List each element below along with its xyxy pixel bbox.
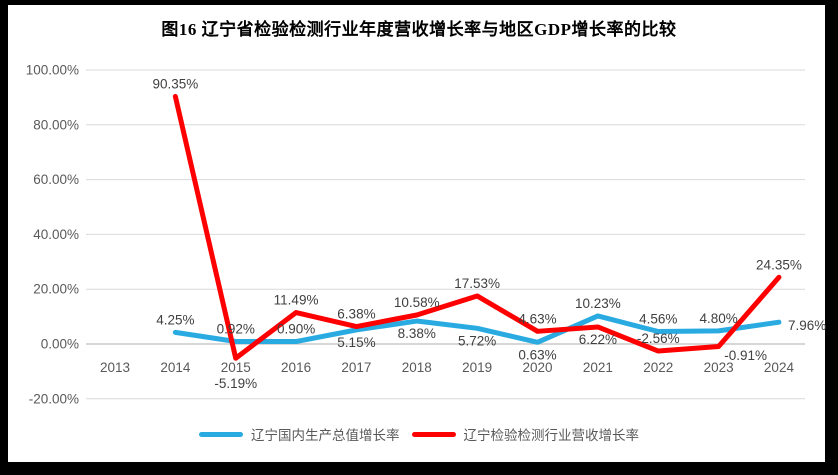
data-label: 90.35% bbox=[152, 76, 198, 91]
data-label: 8.38% bbox=[398, 326, 436, 341]
data-label: 4.56% bbox=[639, 312, 677, 327]
red-line-sample-icon bbox=[411, 431, 456, 437]
data-label: 10.58% bbox=[394, 295, 440, 310]
x-tick-label: 2020 bbox=[522, 360, 552, 375]
x-tick-label: 2023 bbox=[704, 360, 734, 375]
series-line-0 bbox=[172, 313, 782, 345]
legend-label-testing-revenue-growth: 辽宁检验检测行业营收增长率 bbox=[463, 428, 640, 443]
legend-label-gdp-growth: 辽宁国内生产总值增长率 bbox=[251, 428, 400, 443]
x-tick-label: 2015 bbox=[221, 360, 251, 375]
data-label: 24.35% bbox=[756, 257, 802, 272]
data-label: 4.25% bbox=[156, 312, 194, 327]
x-tick-label: 2022 bbox=[643, 360, 673, 375]
chart-canvas bbox=[8, 5, 825, 462]
data-label: 5.72% bbox=[458, 333, 496, 348]
data-label: 7.96% bbox=[788, 318, 826, 333]
data-label: 4.80% bbox=[699, 311, 737, 326]
y-tick-label: 80.00% bbox=[33, 117, 79, 132]
data-label: 0.90% bbox=[277, 322, 315, 337]
data-label: 5.15% bbox=[337, 335, 375, 350]
y-tick-label: 20.00% bbox=[33, 282, 79, 297]
x-tick-label: 2021 bbox=[583, 360, 613, 375]
data-label: 6.22% bbox=[579, 332, 617, 347]
data-label: -5.19% bbox=[214, 376, 257, 391]
blue-line-sample-icon bbox=[199, 431, 243, 437]
data-label: 11.49% bbox=[274, 293, 319, 308]
data-label: 0.63% bbox=[518, 347, 556, 362]
y-tick-label: 0.00% bbox=[41, 337, 79, 352]
x-tick-label: 2013 bbox=[100, 360, 130, 375]
y-tick-label: 60.00% bbox=[33, 172, 79, 187]
data-label: 10.23% bbox=[575, 296, 621, 311]
data-label: 6.38% bbox=[337, 307, 375, 322]
series-line-1 bbox=[172, 93, 782, 361]
y-tick-label: 100.00% bbox=[26, 63, 79, 78]
data-label: 0.92% bbox=[217, 321, 255, 336]
x-tick-label: 2014 bbox=[160, 360, 191, 375]
x-tick-label: 2016 bbox=[281, 360, 311, 375]
data-label: -2.56% bbox=[637, 331, 680, 346]
legend: 辽宁国内生产总值增长率 辽宁检验检测行业营收增长率 bbox=[0, 424, 838, 444]
y-tick-label: 40.00% bbox=[33, 227, 79, 242]
legend-item-gdp-growth: 辽宁国内生产总值增长率 bbox=[199, 424, 400, 444]
y-tick-label: -20.00% bbox=[29, 391, 79, 406]
data-label: -0.91% bbox=[724, 348, 767, 363]
x-tick-label: 2018 bbox=[402, 360, 432, 375]
x-tick-label: 2017 bbox=[341, 360, 371, 375]
data-label: 4.63% bbox=[518, 311, 556, 326]
x-tick-label: 2024 bbox=[764, 360, 795, 375]
legend-item-testing-revenue-growth: 辽宁检验检测行业营收增长率 bbox=[411, 424, 640, 444]
x-tick-label: 2019 bbox=[462, 360, 492, 375]
chart-title: 图16 辽宁省检验检测行业年度营收增长率与地区GDP增长率的比较 bbox=[161, 20, 677, 39]
data-label: 17.53% bbox=[454, 276, 500, 291]
